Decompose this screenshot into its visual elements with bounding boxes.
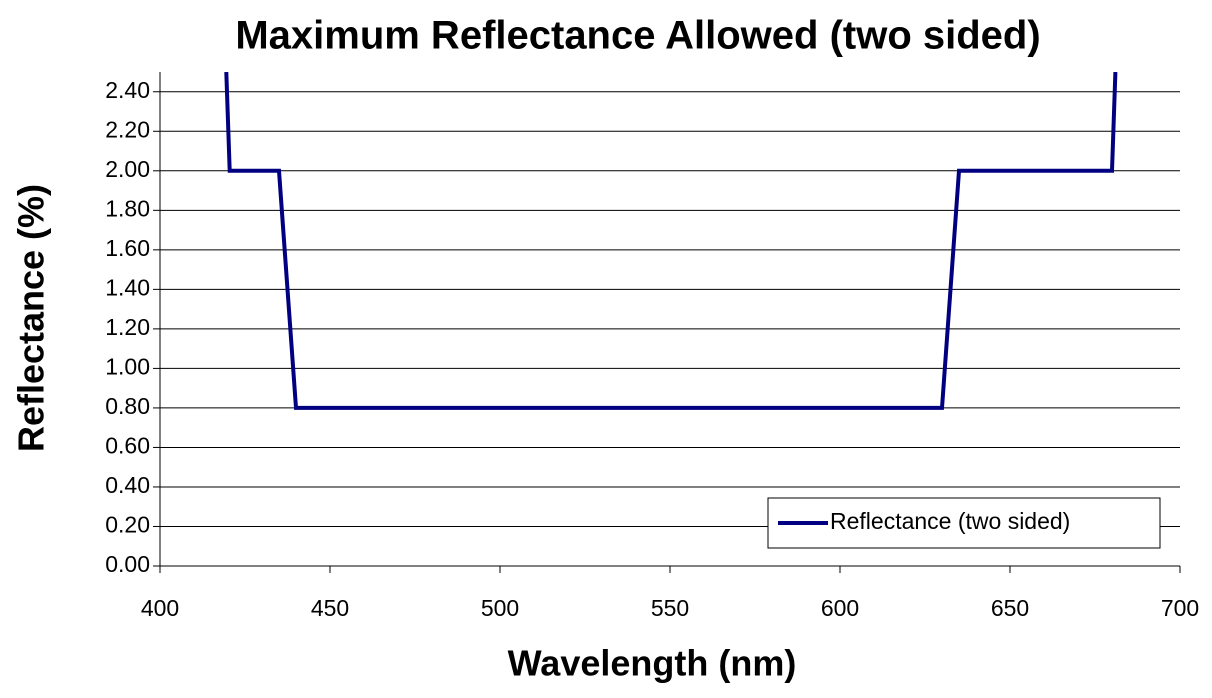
y-axis-label: Reflectance (%)	[11, 184, 52, 452]
y-tick-label: 1.40	[105, 274, 150, 300]
y-tick-label: 1.80	[105, 195, 150, 221]
x-tick-label: 650	[991, 595, 1029, 621]
y-tick-label: 0.40	[105, 472, 150, 498]
x-tick-label: 600	[821, 595, 859, 621]
y-tick-label: 0.60	[105, 433, 150, 459]
y-tick-label: 1.00	[105, 353, 150, 379]
y-tick-label: 0.20	[105, 512, 150, 538]
x-tick-label: 500	[481, 595, 519, 621]
y-tick-label: 0.80	[105, 393, 150, 419]
x-tick-label: 700	[1161, 595, 1199, 621]
legend-box	[767, 497, 1161, 549]
y-tick-label: 2.40	[105, 77, 150, 103]
x-tick-label: 400	[141, 595, 179, 621]
y-tick-label: 1.60	[105, 235, 150, 261]
legend-label: Reflectance (two sided)	[830, 508, 1070, 534]
y-tick-label: 2.20	[105, 116, 150, 142]
x-tick-label: 550	[651, 595, 689, 621]
x-axis-label: Wavelength (nm)	[508, 643, 797, 684]
y-tick-label: 1.20	[105, 314, 150, 340]
chart-title: Maximum Reflectance Allowed (two sided)	[235, 14, 1040, 58]
y-tick-label: 2.00	[105, 156, 150, 182]
data-line	[224, 72, 1118, 410]
x-tick-label: 450	[311, 595, 349, 621]
y-tick-label: 0.00	[105, 551, 150, 577]
